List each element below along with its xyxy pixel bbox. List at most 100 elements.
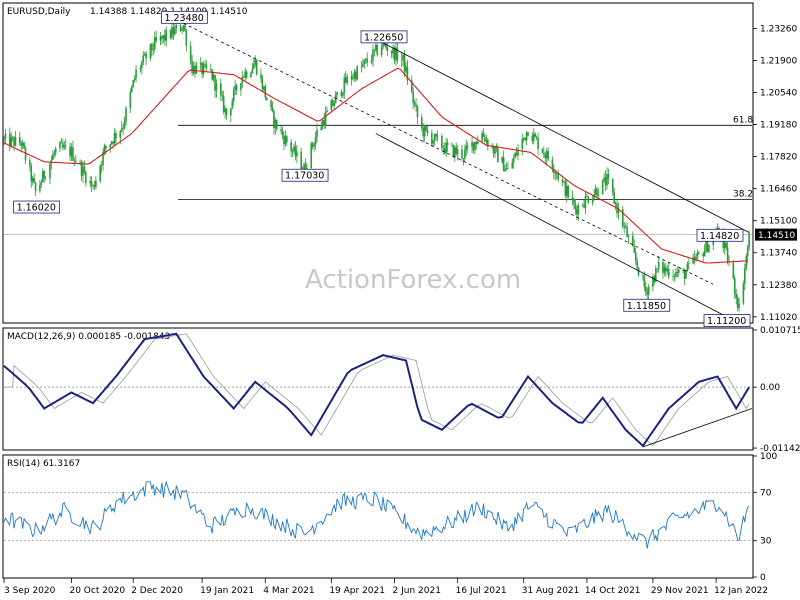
candle-body: [382, 41, 384, 48]
candle-body: [474, 141, 476, 151]
price-annotation-label: 1.14820: [700, 231, 739, 242]
price-annotation-box: [281, 168, 329, 182]
candle-body: [593, 194, 595, 199]
candle-body: [632, 235, 634, 247]
candle-body: [253, 64, 255, 69]
candle-body: [534, 133, 537, 137]
price-annotation-label: 1.16020: [17, 203, 56, 214]
candle-body: [451, 144, 453, 146]
candle-body: [224, 108, 226, 113]
price-annotation-label: 1.17030: [285, 171, 324, 182]
candle-body: [385, 43, 387, 48]
macd-signal-line: [4, 333, 750, 447]
candle-body: [264, 86, 267, 98]
candle-body: [49, 163, 51, 179]
candle-body: [40, 182, 43, 185]
candle-body: [333, 103, 336, 106]
rsi-panel: [2, 454, 754, 579]
candle-body: [406, 66, 409, 81]
candle-body: [356, 66, 358, 80]
price-y-tick-label: 1.13740: [760, 249, 797, 259]
candle-body: [425, 126, 427, 130]
candle-body: [316, 130, 318, 138]
candle-body: [273, 111, 275, 128]
candle-body: [123, 121, 126, 128]
candle-body: [655, 268, 657, 282]
candle-body: [54, 148, 57, 153]
candle-body: [567, 186, 570, 198]
candle-body: [505, 167, 508, 170]
candle-body: [502, 156, 505, 172]
macd-chart: [3, 332, 753, 448]
candle-body: [525, 132, 528, 141]
candle-body: [18, 136, 21, 144]
candle-body: [311, 143, 314, 147]
candle-body: [255, 59, 258, 75]
candle-body: [705, 240, 707, 251]
price-y-tick-label: 1.23260: [760, 24, 797, 34]
candle-body: [416, 106, 419, 118]
candle-body: [310, 143, 313, 168]
candle-body: [129, 92, 132, 109]
candle-body: [202, 64, 205, 74]
candle-body: [647, 286, 650, 295]
x-tick-label: 19 Apr 2021: [329, 586, 385, 596]
candle-body: [636, 260, 638, 268]
candle-body: [254, 59, 257, 65]
candle-body: [492, 146, 495, 154]
candle-body: [110, 141, 113, 145]
candle-body: [644, 286, 647, 292]
candle-body: [149, 43, 152, 59]
price-annotation-box: [696, 228, 744, 242]
candle-body: [222, 96, 225, 113]
candle-body: [10, 136, 12, 147]
candle-body: [723, 242, 726, 249]
candle-body: [4, 133, 7, 139]
candle-body: [634, 252, 637, 261]
candle-body: [132, 80, 135, 87]
candle-body: [105, 145, 107, 149]
candle-body: [159, 36, 162, 41]
macd-y-tick-label: -0.011424: [760, 444, 800, 454]
candle-body: [145, 53, 147, 59]
price-y-tick-label: 1.21900: [760, 57, 797, 67]
candle-body: [43, 171, 45, 179]
candle-body: [695, 256, 697, 261]
candle-body: [607, 174, 610, 179]
candle-body: [304, 164, 307, 170]
macd-y-tick-label: 0.00: [760, 383, 780, 393]
candle-body: [89, 180, 91, 183]
candle-body: [504, 169, 506, 172]
price-annotation-label: 1.11850: [627, 301, 666, 312]
candle-body: [443, 148, 446, 154]
candle-body: [34, 182, 37, 192]
price-header-symbol: EURUSD,Daily: [7, 7, 71, 17]
candle-body: [673, 276, 676, 277]
candle-body: [662, 261, 664, 273]
candle-body: [251, 68, 254, 73]
candle-body: [583, 205, 585, 208]
candle-body: [300, 151, 302, 170]
last-price-tag-label: 1.14510: [758, 231, 795, 241]
candle-body: [113, 133, 116, 144]
candle-body: [688, 263, 690, 264]
candle-body: [565, 186, 568, 196]
candle-body: [617, 209, 620, 214]
candle-body: [652, 276, 654, 287]
candle-body: [594, 188, 597, 195]
candle-body: [211, 69, 213, 80]
candle-body: [293, 146, 295, 152]
candle-body: [153, 37, 156, 50]
moving-average-line: [3, 67, 748, 264]
candle-body: [205, 64, 208, 69]
candle-body: [103, 145, 106, 152]
candle-body: [693, 257, 696, 261]
rsi-chart: [3, 480, 752, 549]
x-tick-label: 3 Sep 2020: [4, 586, 56, 596]
candle-body: [464, 150, 466, 159]
price-annotation-box: [703, 314, 751, 327]
candle-body: [623, 226, 626, 227]
candle-body: [30, 165, 33, 182]
candle-body: [151, 43, 153, 51]
candle-body: [152, 49, 155, 51]
